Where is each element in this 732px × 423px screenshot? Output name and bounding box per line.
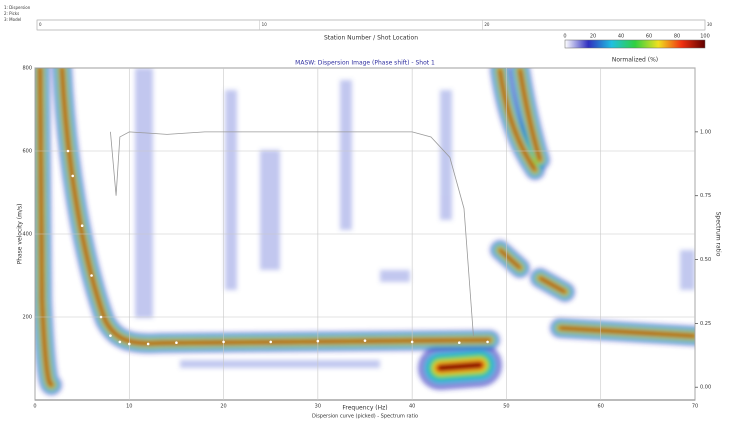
y-tick-label: 800: [22, 66, 32, 72]
pick-point: [109, 334, 112, 337]
heat-band: [38, 68, 54, 387]
heat-band: [538, 276, 567, 294]
pick-point: [118, 340, 122, 344]
y2-tick-label: 1.00: [700, 129, 711, 135]
legend-line: 1: Dispersion: [4, 5, 31, 10]
y2-tick-label: 0.25: [700, 321, 711, 327]
heat-band: [437, 362, 483, 371]
pick-point: [316, 339, 320, 343]
pick-point: [175, 341, 178, 345]
station-strip: [36, 19, 706, 31]
pick-point: [80, 224, 84, 227]
colorbar-tick-label: 80: [674, 34, 680, 40]
y2-tick-label: 0.50: [700, 257, 711, 263]
x-tick-label: 60: [598, 404, 604, 410]
station-tick-label: 0: [39, 22, 42, 27]
pick-point: [410, 340, 414, 344]
colorbar-tick-label: 20: [590, 34, 596, 40]
y-tick-label: 400: [22, 232, 32, 238]
colorbar-tick-label: 40: [618, 34, 624, 40]
x-tick-label: 30: [315, 404, 321, 410]
caption: Dispersion curve (picked) - Spectrum rat…: [312, 414, 418, 420]
heat-band: [498, 68, 537, 172]
x-tick-label: 50: [503, 404, 509, 410]
legend-line: 2: Picks: [4, 11, 19, 16]
x-tick-label: 70: [692, 404, 698, 410]
colorbar-tick-label: 60: [646, 34, 652, 40]
colorbar-tick-label: 100: [700, 34, 710, 40]
x-tick-label: 20: [220, 404, 226, 410]
heat-band: [498, 248, 522, 270]
y-label: Phase velocity (m/s): [17, 204, 24, 265]
y-tick-label: 200: [22, 315, 32, 321]
pick-point: [71, 174, 75, 178]
legend-line: 3: Model: [4, 17, 21, 22]
x-tick-label: 10: [126, 404, 132, 410]
pick-point: [146, 342, 150, 346]
y-tick-label: 600: [22, 149, 32, 155]
pick-point: [269, 340, 273, 344]
heatmap: [35, 68, 695, 395]
heat-band: [518, 68, 542, 162]
y2-label: Spectrum ratio: [715, 212, 722, 257]
y2-tick-label: 0.00: [700, 385, 711, 391]
x-tick-label: 0: [33, 404, 36, 410]
station-tick-label: 30: [707, 22, 713, 27]
pick-point: [363, 339, 367, 342]
y2-tick-label: 0.75: [700, 193, 711, 199]
chart-title: MASW: Dispersion Image (Phase shift) - S…: [295, 60, 435, 67]
colorbar-tick-label: 0: [563, 34, 566, 40]
station-tick-label: 10: [262, 22, 268, 27]
heat-band: [558, 326, 695, 338]
pick-point: [457, 341, 461, 345]
heat-band: [60, 68, 492, 345]
pick-point: [99, 315, 103, 319]
colorbar: [564, 39, 706, 49]
pick-point: [66, 149, 70, 153]
pick-point: [90, 274, 93, 277]
colorbar-label: Normalized (%): [612, 57, 658, 64]
pick-point: [222, 340, 225, 344]
station-tick-label: 20: [484, 22, 490, 27]
pick-point: [127, 342, 131, 346]
x-tick-label: 40: [409, 404, 415, 410]
spectrum-line: [110, 131, 474, 337]
station-label: Station Number / Shot Location: [324, 35, 418, 42]
pick-point: [486, 340, 489, 344]
x-label: Frequency (Hz): [342, 405, 387, 412]
